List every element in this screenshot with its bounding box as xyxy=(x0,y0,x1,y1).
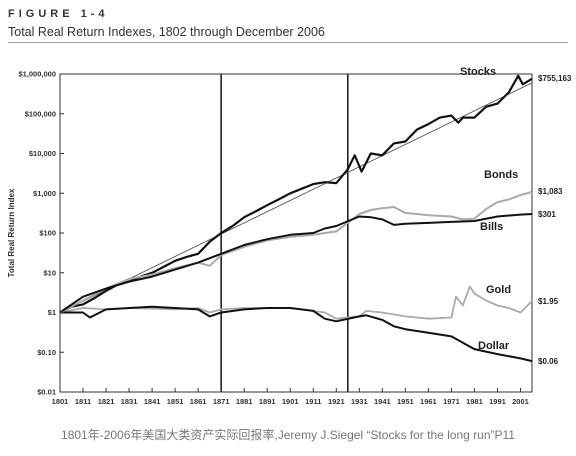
series-line-bonds xyxy=(59,190,533,314)
y-axis-label: Total Real Return Index xyxy=(7,188,16,277)
x-axis-ticks: 1801 1811 1821 1831 1841 1851 1861 1871 1881 1891… xyxy=(52,388,529,406)
series-line-dollar xyxy=(60,305,533,363)
x-tick-label: 1821 xyxy=(98,397,115,406)
y-tick-label: $100,000 xyxy=(25,109,56,118)
y-tick-label: $1 xyxy=(48,308,56,317)
figure-label: FIGURE 1-4 xyxy=(8,8,109,20)
series-line-stocks xyxy=(59,74,533,314)
x-tick-label: 1921 xyxy=(328,397,345,406)
x-tick-label: 1901 xyxy=(282,397,299,406)
x-tick-label: 1831 xyxy=(121,397,138,406)
series-name-bonds: Bonds xyxy=(484,169,518,181)
y-tick-label: $1,000 xyxy=(33,189,56,198)
x-tick-label: 1861 xyxy=(190,397,207,406)
plot-frame xyxy=(59,73,533,393)
series-name-stocks: Stocks xyxy=(460,66,496,78)
x-tick-label: 1911 xyxy=(305,397,321,406)
x-tick-label: 1811 xyxy=(75,397,91,406)
x-tick-label: 1991 xyxy=(489,397,506,406)
end-value-stocks: $755,163 xyxy=(538,74,572,83)
trend-line-group xyxy=(59,82,533,313)
y-tick-label: $100 xyxy=(39,229,56,238)
end-value-gold: $1.95 xyxy=(538,297,559,306)
x-tick-label: 2001 xyxy=(512,397,529,406)
chart-title: Total Real Return Indexes, 1802 through … xyxy=(8,25,325,39)
series-line-gold xyxy=(59,285,533,320)
y-tick-label: $10 xyxy=(43,268,56,277)
x-tick-label: 1891 xyxy=(259,397,276,406)
series-name-bills: Bills xyxy=(480,221,503,233)
x-tick-label: 1941 xyxy=(374,397,391,406)
series-lines xyxy=(59,74,533,363)
title-rule xyxy=(8,42,568,43)
trend-line xyxy=(59,82,533,313)
end-value-dollar: $0.06 xyxy=(538,357,559,366)
y-tick-label: $0.01 xyxy=(37,388,56,397)
x-tick-label: 1951 xyxy=(397,397,414,406)
x-tick-label: 1851 xyxy=(167,397,184,406)
x-tick-label: 1961 xyxy=(420,397,437,406)
x-tick-label: 1931 xyxy=(351,397,368,406)
series-name-dollar: Dollar xyxy=(478,340,510,352)
x-tick-label: 1971 xyxy=(443,397,460,406)
x-tick-label: 1981 xyxy=(466,397,483,406)
x-tick-label: 1801 xyxy=(52,397,69,406)
series-labels: Stocks $755,163 Bonds $1,083 Bills $301 Gold $1… xyxy=(460,66,572,366)
image-caption: 1801年-2006年美国大类资产实际回报率,Jeremy J.Siegel “… xyxy=(61,428,515,442)
x-tick-label: 1881 xyxy=(236,397,253,406)
x-tick-label: 1871 xyxy=(213,397,230,406)
series-line-bills xyxy=(59,213,533,314)
end-value-bonds: $1,083 xyxy=(538,187,563,196)
y-tick-label: $0.10 xyxy=(37,348,56,357)
x-tick-label: 1841 xyxy=(144,397,161,406)
y-tick-label: $1,000,000 xyxy=(18,70,56,79)
chart-canvas: $0.01 $0.10 $1 $10 $100 $1,000 $10,000 $100,000… xyxy=(7,66,572,406)
y-axis-ticks: $0.01 $0.10 $1 $10 $100 $1,000 $10,000 $100,000… xyxy=(18,70,64,397)
y-tick-label: $10,000 xyxy=(29,149,56,158)
series-name-gold: Gold xyxy=(486,284,511,296)
end-value-bills: $301 xyxy=(538,210,556,219)
